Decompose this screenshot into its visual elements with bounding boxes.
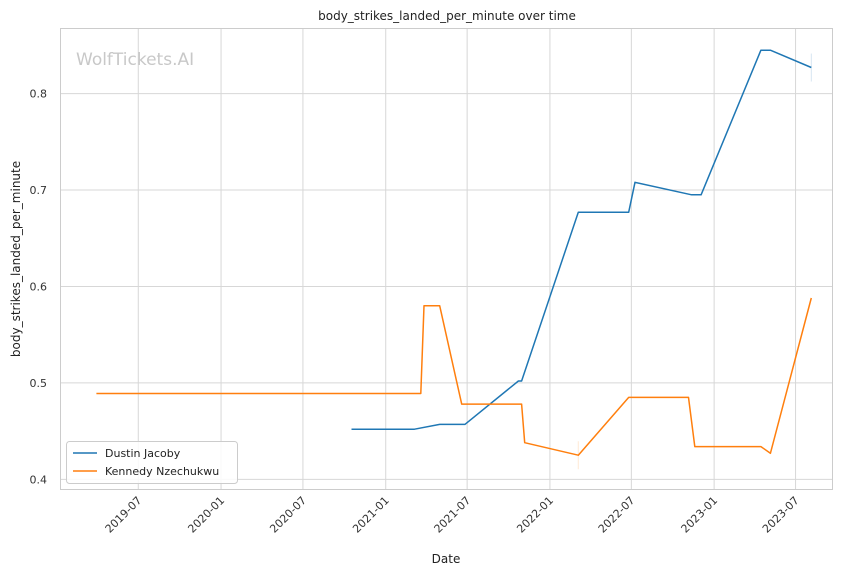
legend-label-kennedy-nzechukwu: Kennedy Nzechukwu	[105, 465, 219, 478]
series-lines	[96, 49, 813, 456]
plot-area-frame	[60, 28, 833, 490]
y-axis-label: body_strikes_landed_per_minute	[9, 161, 23, 357]
watermark-text: WolfTickets.AI	[76, 50, 194, 70]
y-tick-label: 0.6	[30, 280, 48, 293]
series-line-kennedy-nzechukwu	[96, 297, 813, 456]
legend-label-dustin-jacoby: Dustin Jacoby	[105, 447, 181, 460]
chart-title: body_strikes_landed_per_minute over time	[318, 9, 576, 23]
y-tick-label: 0.7	[30, 184, 48, 197]
y-tick-label: 0.4	[30, 473, 48, 486]
legend: Dustin Jacoby Kennedy Nzechukwu	[66, 441, 238, 484]
x-axis-label: Date	[432, 552, 461, 566]
legend-box	[66, 441, 238, 484]
y-tick-label: 0.8	[30, 88, 48, 101]
series-line-dustin-jacoby	[351, 49, 812, 430]
y-tick-label: 0.5	[30, 377, 48, 390]
